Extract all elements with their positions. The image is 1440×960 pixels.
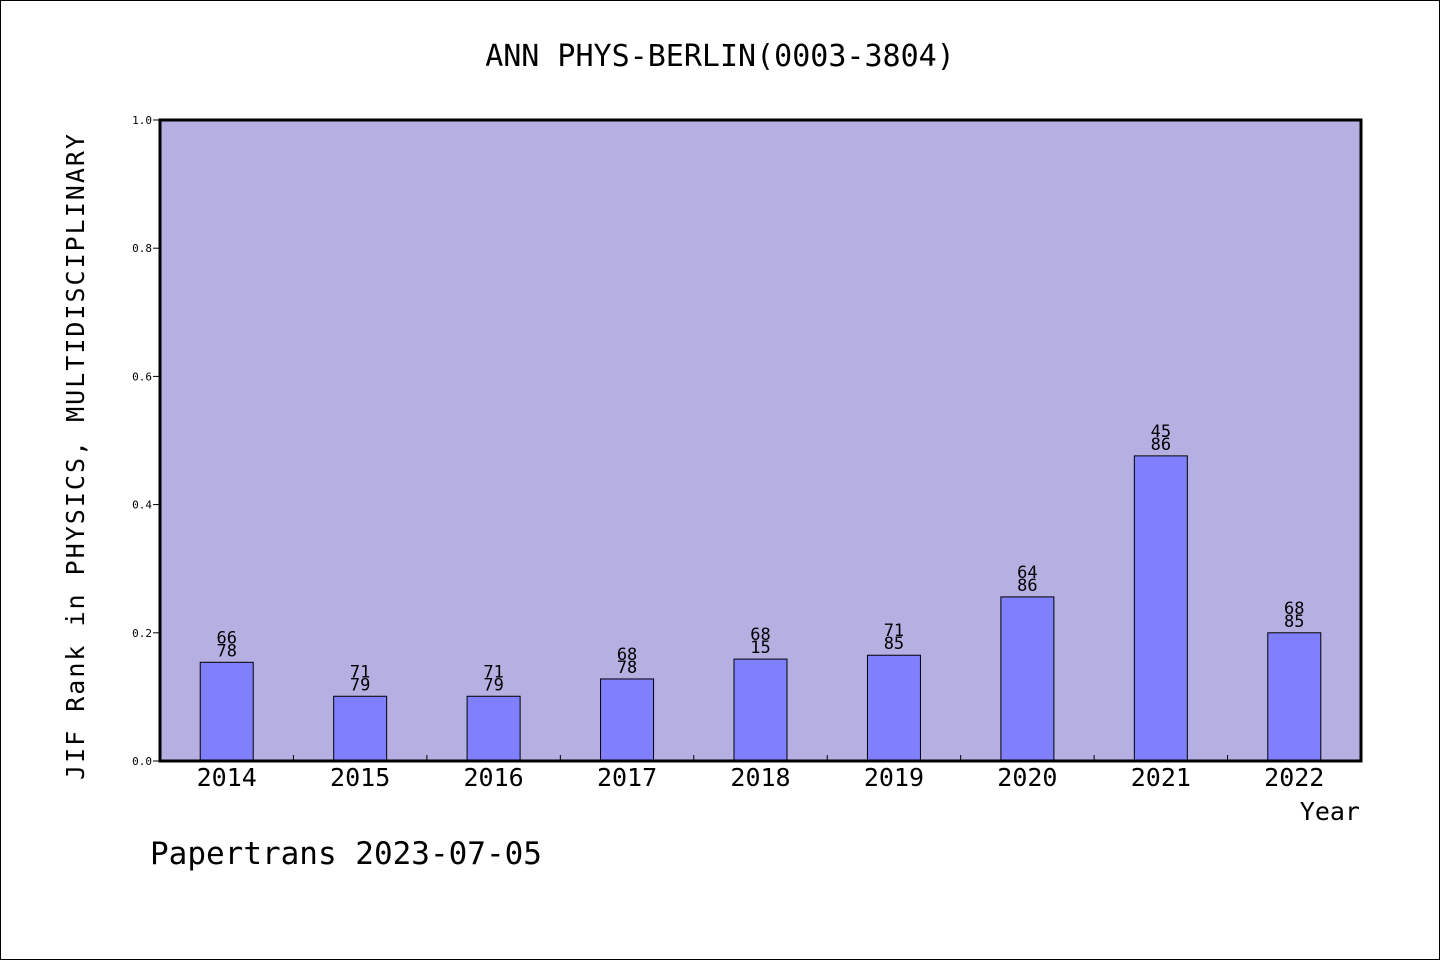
bar-label: 66 — [216, 628, 236, 648]
bar-label: 45 — [1151, 422, 1171, 442]
bar-label: 71 — [483, 662, 503, 682]
bar-label: 15 — [750, 638, 770, 658]
bar-2017 — [600, 678, 655, 762]
bar-label: 85 — [884, 634, 904, 654]
bar-label: 68 — [617, 645, 637, 665]
bar-2021 — [1133, 455, 1188, 762]
y-tick-label: 1.0 — [132, 114, 152, 127]
bar-label: 71 — [350, 662, 370, 682]
bar-2018 — [733, 658, 788, 762]
plot-border — [158, 118, 1363, 763]
x-tick-label: 2017 — [597, 763, 657, 792]
bar-2020 — [1000, 596, 1055, 762]
bar-2014 — [199, 661, 254, 762]
y-ticks: 0.0 0.2 0.4 0.6 0.8 1.0 — [132, 114, 160, 768]
x-tick-label: 2022 — [1264, 763, 1324, 792]
bar-label: 79 — [350, 675, 370, 695]
bar-2016 — [466, 695, 521, 762]
bar-label: 78 — [216, 641, 236, 661]
x-ticks: 2014 2015 2016 2017 2018 2019 2020 2021 2022 — [197, 755, 1324, 792]
footer-text: Papertrans 2023-07-05 — [150, 836, 542, 872]
bar-label: 86 — [1017, 576, 1037, 596]
chart-title: ANN PHYS-BERLIN(0003-3804) — [485, 39, 955, 74]
y-tick-label: 0.8 — [132, 242, 152, 255]
bar-2015 — [333, 695, 388, 762]
x-tick-label: 2021 — [1131, 763, 1191, 792]
bar-2019 — [866, 654, 921, 762]
x-tick-label: 2015 — [330, 763, 390, 792]
x-axis-label: Year — [1300, 797, 1360, 826]
y-tick-label: 0.0 — [132, 755, 152, 768]
y-tick-label: 0.6 — [132, 370, 152, 383]
y-tick-label: 0.2 — [132, 627, 152, 640]
bar-label: 68 — [750, 625, 770, 645]
x-tick-label: 2016 — [464, 763, 524, 792]
bar-label: 68 — [1284, 599, 1304, 619]
bar-label: 64 — [1017, 563, 1037, 583]
y-axis-label: JIF Rank in PHYSICS, MULTIDISCIPLINARY — [61, 132, 90, 780]
x-tick-label: 2020 — [997, 763, 1057, 792]
y-tick-label: 0.4 — [132, 499, 152, 512]
bar-label: 78 — [617, 658, 637, 678]
x-tick-label: 2014 — [197, 763, 257, 792]
x-tick-label: 2019 — [864, 763, 924, 792]
bar-label: 79 — [483, 675, 503, 695]
bar-label: 71 — [884, 621, 904, 641]
x-tick-label: 2018 — [730, 763, 790, 792]
bar-2022 — [1267, 632, 1322, 762]
bar-label: 85 — [1284, 612, 1304, 632]
bar-label: 86 — [1151, 435, 1171, 455]
